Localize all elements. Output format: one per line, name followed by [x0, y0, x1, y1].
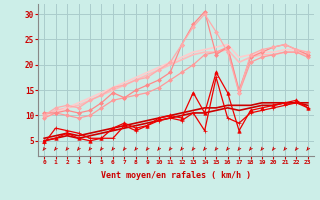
X-axis label: Vent moyen/en rafales ( km/h ): Vent moyen/en rafales ( km/h )	[101, 171, 251, 180]
